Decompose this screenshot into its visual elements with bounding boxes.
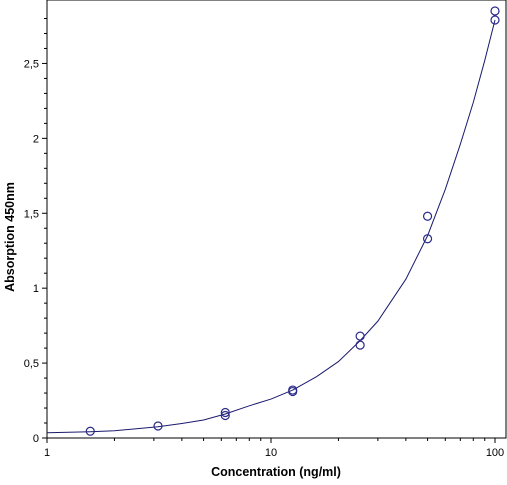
x-tick-label: 100: [486, 447, 504, 459]
y-axis: 0 0,5 1 1,5 2 2,5: [24, 17, 47, 445]
x-tick-label: 10: [265, 447, 277, 459]
data-point: [220, 407, 230, 418]
data-point: [355, 340, 365, 350]
data-point: [220, 410, 230, 421]
data-point: [490, 6, 500, 16]
data-point: [85, 426, 95, 436]
data-point: [422, 234, 433, 244]
data-point: [490, 15, 500, 25]
x-tick-label: 1: [44, 447, 50, 459]
y-axis-title: Absorption 450nm: [3, 182, 17, 292]
x-axis: 1 10 100: [44, 438, 504, 459]
x-axis-title: Concentration (ng/ml): [211, 465, 341, 479]
y-tick-label: 0: [33, 433, 39, 445]
y-tick-label: 0,5: [24, 358, 39, 370]
data-point: [355, 331, 365, 341]
data-point: [288, 385, 298, 395]
data-point: [153, 421, 163, 431]
y-tick-label: 2: [33, 133, 39, 145]
y-tick-label: 1: [33, 283, 39, 295]
y-tick-label: 1,5: [24, 208, 39, 220]
data-points: [85, 6, 500, 436]
plot-frame: [46, 0, 507, 439]
data-point: [422, 211, 433, 221]
fit-curve: [46, 19, 496, 434]
y-tick-label: 2,5: [24, 58, 39, 70]
